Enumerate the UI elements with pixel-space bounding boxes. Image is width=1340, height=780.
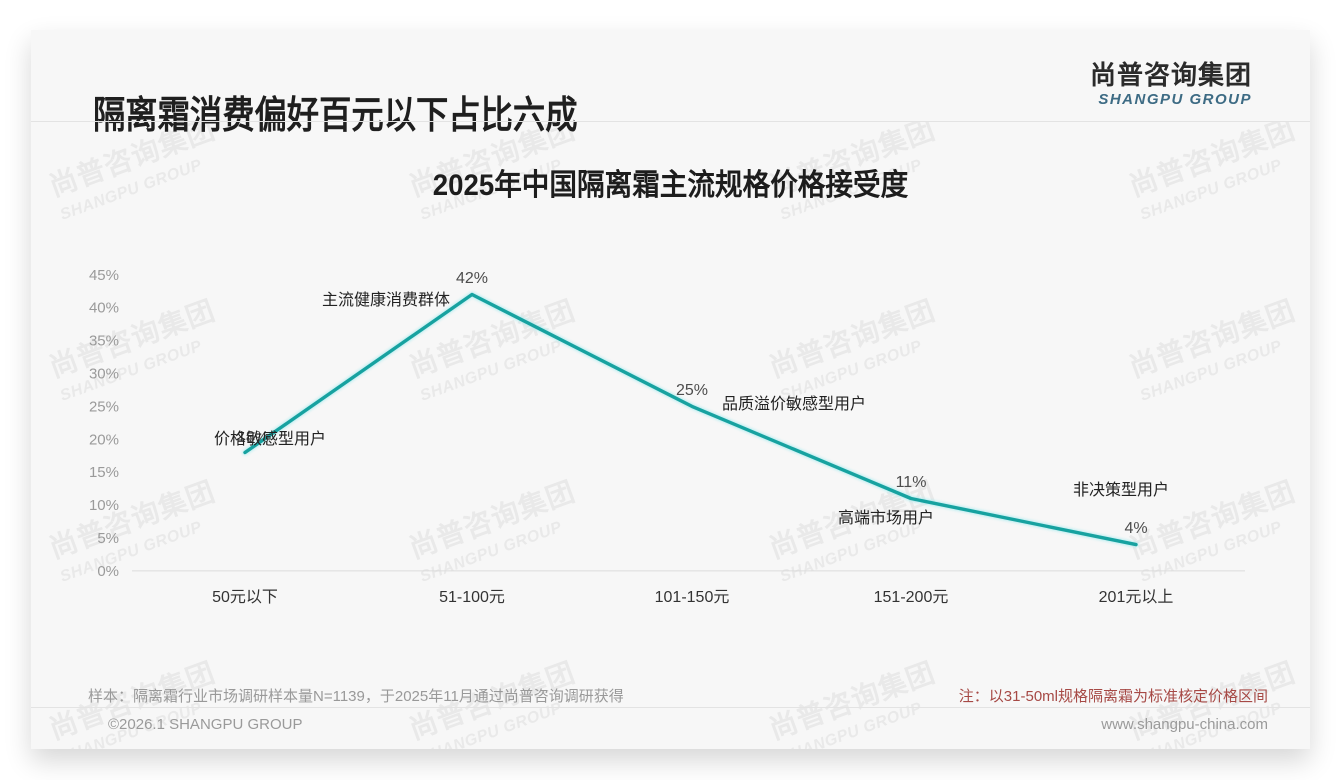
svg-text:0%: 0% [97, 563, 119, 580]
svg-text:25%: 25% [89, 398, 119, 415]
svg-text:50元以下: 50元以下 [212, 589, 278, 606]
svg-text:151-200元: 151-200元 [874, 589, 949, 606]
svg-text:30%: 30% [89, 366, 119, 383]
svg-text:42%: 42% [456, 270, 488, 287]
svg-text:40%: 40% [89, 300, 119, 317]
svg-text:15%: 15% [89, 464, 119, 481]
svg-text:25%: 25% [676, 382, 708, 399]
svg-text:10%: 10% [89, 497, 119, 514]
svg-text:价格敏感型用户: 价格敏感型用户 [214, 430, 326, 448]
svg-text:35%: 35% [89, 333, 119, 350]
svg-text:201元以上: 201元以上 [1099, 588, 1174, 606]
svg-text:主流健康消费群体: 主流健康消费群体 [322, 291, 450, 309]
svg-text:45%: 45% [89, 267, 119, 284]
svg-text:品质溢价敏感型用户: 品质溢价敏感型用户 [722, 395, 866, 413]
svg-text:51-100元: 51-100元 [439, 589, 505, 606]
svg-text:101-150元: 101-150元 [655, 589, 730, 606]
svg-text:4%: 4% [1124, 520, 1147, 537]
svg-text:5%: 5% [97, 530, 119, 547]
svg-text:非决策型用户: 非决策型用户 [1073, 481, 1169, 499]
svg-text:高端市场用户: 高端市场用户 [838, 509, 934, 527]
svg-text:11%: 11% [896, 474, 927, 491]
svg-text:20%: 20% [89, 431, 119, 448]
